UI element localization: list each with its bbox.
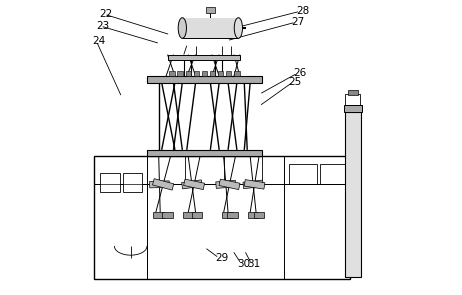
Bar <box>320 164 345 184</box>
Bar <box>346 94 359 105</box>
Text: 26: 26 <box>293 68 306 78</box>
Bar <box>244 180 265 189</box>
Bar <box>344 105 362 112</box>
Bar <box>202 71 207 76</box>
Bar <box>147 150 262 156</box>
Bar <box>150 181 170 188</box>
Bar <box>162 212 173 218</box>
Ellipse shape <box>234 18 243 38</box>
Bar <box>123 173 142 192</box>
Bar <box>153 212 164 218</box>
Text: 30: 30 <box>237 259 250 269</box>
Bar <box>248 212 258 218</box>
Bar <box>192 212 202 218</box>
Text: 25: 25 <box>289 77 302 87</box>
Bar <box>219 179 240 190</box>
Text: 31: 31 <box>247 259 261 269</box>
Bar <box>94 184 147 279</box>
Bar <box>183 212 194 218</box>
Bar <box>289 164 316 184</box>
Bar <box>226 71 231 76</box>
Bar <box>218 71 223 76</box>
Bar <box>243 180 263 189</box>
Text: 27: 27 <box>292 17 305 27</box>
Text: 23: 23 <box>96 21 109 31</box>
Bar <box>152 179 174 190</box>
Bar <box>347 90 358 95</box>
Bar <box>147 76 262 83</box>
Bar <box>234 71 240 76</box>
Bar <box>182 18 238 38</box>
Bar <box>177 71 183 76</box>
Bar <box>184 179 205 190</box>
Bar <box>170 71 175 76</box>
Text: 22: 22 <box>100 9 113 19</box>
Text: 24: 24 <box>92 36 105 46</box>
Bar <box>94 156 351 279</box>
Bar <box>210 71 215 76</box>
Bar <box>206 7 215 13</box>
Bar <box>254 212 264 218</box>
Bar <box>168 55 240 60</box>
Bar <box>227 212 238 218</box>
Bar <box>345 112 361 277</box>
Text: 28: 28 <box>296 6 309 16</box>
Bar <box>182 180 202 189</box>
Bar <box>194 71 199 76</box>
Bar <box>186 71 191 76</box>
Bar <box>216 180 236 189</box>
Bar <box>222 212 233 218</box>
Ellipse shape <box>178 18 187 38</box>
Text: 29: 29 <box>215 253 228 263</box>
Bar <box>100 173 120 192</box>
